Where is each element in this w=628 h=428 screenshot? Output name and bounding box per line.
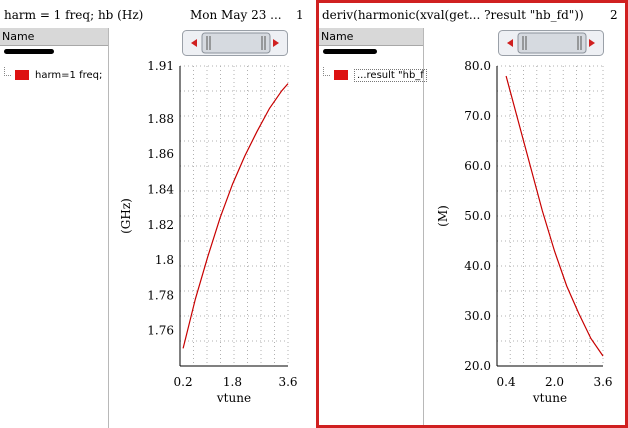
y-tick-label: 60.0 <box>464 159 491 173</box>
legend-panel: Name ...result "hb_f <box>319 28 427 428</box>
y-tick-label: 1.78 <box>147 288 174 302</box>
tree-connector <box>323 66 330 76</box>
pane-number: 2 <box>610 8 618 22</box>
x-axis-label: vtune <box>532 391 567 405</box>
chart-2[interactable]: 20.0 30.0 40.0 50.0 60.0 70.0 80.0 0.4 2.0 3.6 vtu… <box>316 0 628 428</box>
y-tick-label: 1.91 <box>147 59 174 73</box>
legend-header[interactable]: Name <box>0 28 108 46</box>
y-tick-label: 1.76 <box>147 324 174 338</box>
scroll-thumb[interactable] <box>517 32 587 54</box>
y-tick-label: 30.0 <box>464 309 491 323</box>
x-tick-label: 0.4 <box>497 375 516 389</box>
x-tick-label: 2.0 <box>545 375 564 389</box>
pane-date: Mon May 23 ... <box>190 8 282 22</box>
y-tick-label: 40.0 <box>464 259 491 273</box>
legend-item-label: harm=1 freq; <box>35 69 103 81</box>
pane-title: deriv(harmonic(xval(get... ?result "hb_f… <box>322 8 584 22</box>
y-tick-label: 1.88 <box>147 112 174 126</box>
pane-title: harm = 1 freq; hb (Hz) <box>4 8 144 22</box>
x-tick-label: 0.2 <box>174 375 193 389</box>
legend-panel: Name harm=1 freq; <box>0 28 109 428</box>
y-tick-label: 1.86 <box>147 147 174 161</box>
pane-number: 1 <box>296 8 304 22</box>
horizontal-scroller[interactable] <box>182 30 288 56</box>
scroll-thumb[interactable] <box>201 32 271 54</box>
y-tick-label: 1.8 <box>155 253 174 267</box>
y-tick-label: 1.82 <box>147 218 174 232</box>
series-line[interactable] <box>505 75 604 357</box>
x-tick-label: 1.8 <box>223 375 242 389</box>
graph-pane-2[interactable]: deriv(harmonic(xval(get... ?result "hb_f… <box>316 0 628 428</box>
scroll-right-arrow-icon[interactable] <box>589 39 595 47</box>
grid <box>496 65 604 367</box>
redacted-label <box>323 49 377 54</box>
y-tick-label: 20.0 <box>464 359 491 373</box>
grid <box>179 65 289 367</box>
y-tick-label: 50.0 <box>464 209 491 223</box>
pane-title-bar: deriv(harmonic(xval(get... ?result "hb_f… <box>316 0 628 28</box>
legend-item-label: ...result "hb_f <box>354 68 427 82</box>
y-axis-label: (M) <box>436 205 450 227</box>
trace-color-swatch <box>15 70 29 80</box>
graph-pane-1[interactable]: harm = 1 freq; hb (Hz) Mon May 23 ... 1 … <box>0 0 313 428</box>
scroll-left-arrow-icon[interactable] <box>507 39 513 47</box>
chart-1[interactable]: 1.76 1.78 1.8 1.82 1.84 1.86 1.88 1.91 0.2 1.8 3.6… <box>0 0 313 428</box>
pane-title-bar: harm = 1 freq; hb (Hz) Mon May 23 ... 1 <box>0 0 313 28</box>
legend-item[interactable]: harm=1 freq; <box>4 66 103 83</box>
scroll-right-arrow-icon[interactable] <box>273 39 279 47</box>
scroll-left-arrow-icon[interactable] <box>191 39 197 47</box>
y-tick-label: 1.84 <box>147 183 174 197</box>
y-tick-label: 80.0 <box>464 59 491 73</box>
x-tick-label: 3.6 <box>278 375 297 389</box>
horizontal-scroller[interactable] <box>498 30 604 56</box>
legend-item[interactable]: ...result "hb_f <box>323 66 427 83</box>
y-axis-label: (GHz) <box>119 198 133 234</box>
trace-color-swatch <box>334 70 348 80</box>
tree-connector <box>4 66 11 76</box>
series-line[interactable] <box>182 83 289 349</box>
x-axis-label: vtune <box>216 391 251 405</box>
x-tick-label: 3.6 <box>593 375 612 389</box>
redacted-label <box>4 49 54 54</box>
legend-header[interactable]: Name <box>319 28 423 46</box>
y-tick-label: 70.0 <box>464 109 491 123</box>
